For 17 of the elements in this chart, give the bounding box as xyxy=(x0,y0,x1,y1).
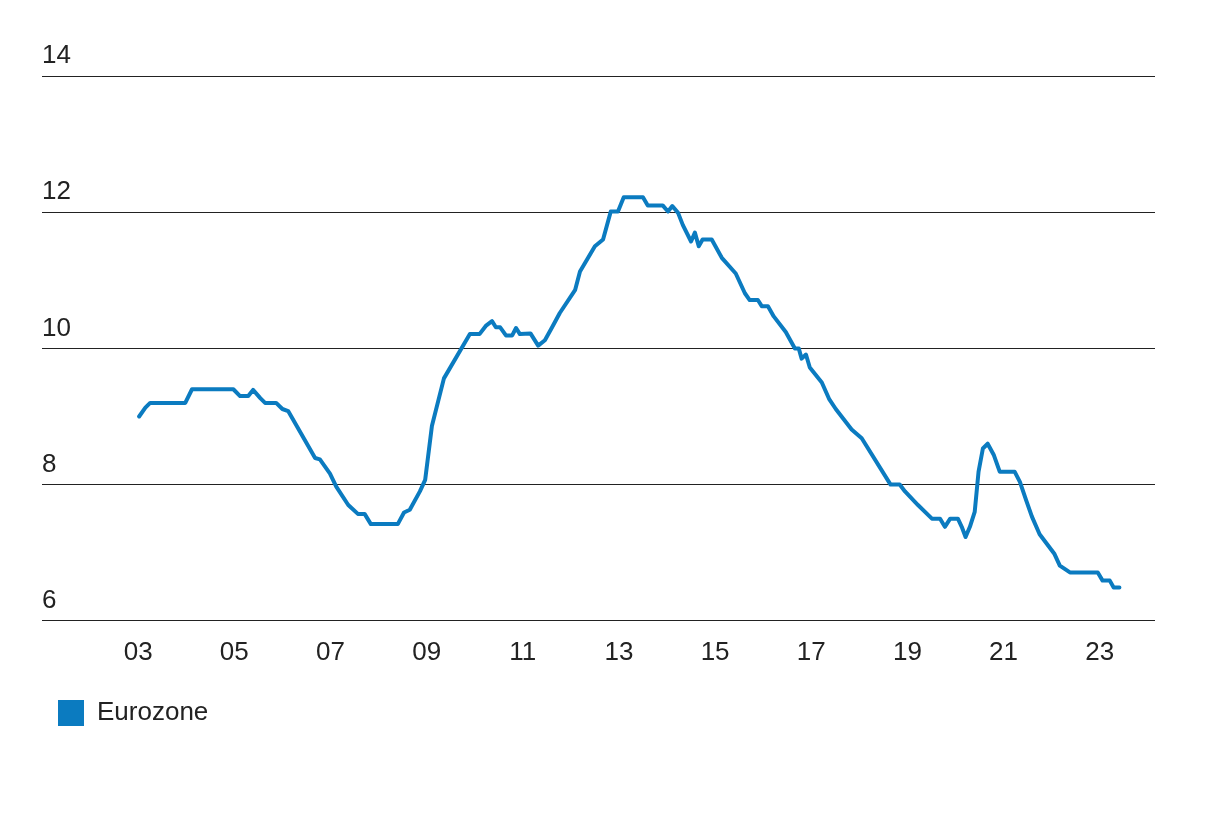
x-tick-label: 09 xyxy=(412,635,442,666)
y-tick-label: 6 xyxy=(42,583,57,614)
x-tick-label: 07 xyxy=(316,635,345,666)
legend-label: Eurozone xyxy=(97,696,209,727)
y-tick-label: 8 xyxy=(42,447,57,478)
x-tick-label: 21 xyxy=(989,635,1019,666)
x-tick-label: 19 xyxy=(892,635,922,666)
y-tick-label: 14 xyxy=(42,39,71,70)
x-tick-label: 05 xyxy=(219,635,249,666)
x-tick-label: 11 xyxy=(509,635,537,666)
y-tick-label: 10 xyxy=(42,311,71,342)
x-tick-label: 03 xyxy=(123,635,153,666)
x-tick-label: 15 xyxy=(700,635,730,666)
y-tick-label: 12 xyxy=(42,175,71,206)
x-tick-label: 23 xyxy=(1085,635,1115,666)
x-tick-label: 17 xyxy=(796,635,826,666)
x-tick-label: 13 xyxy=(604,635,634,666)
